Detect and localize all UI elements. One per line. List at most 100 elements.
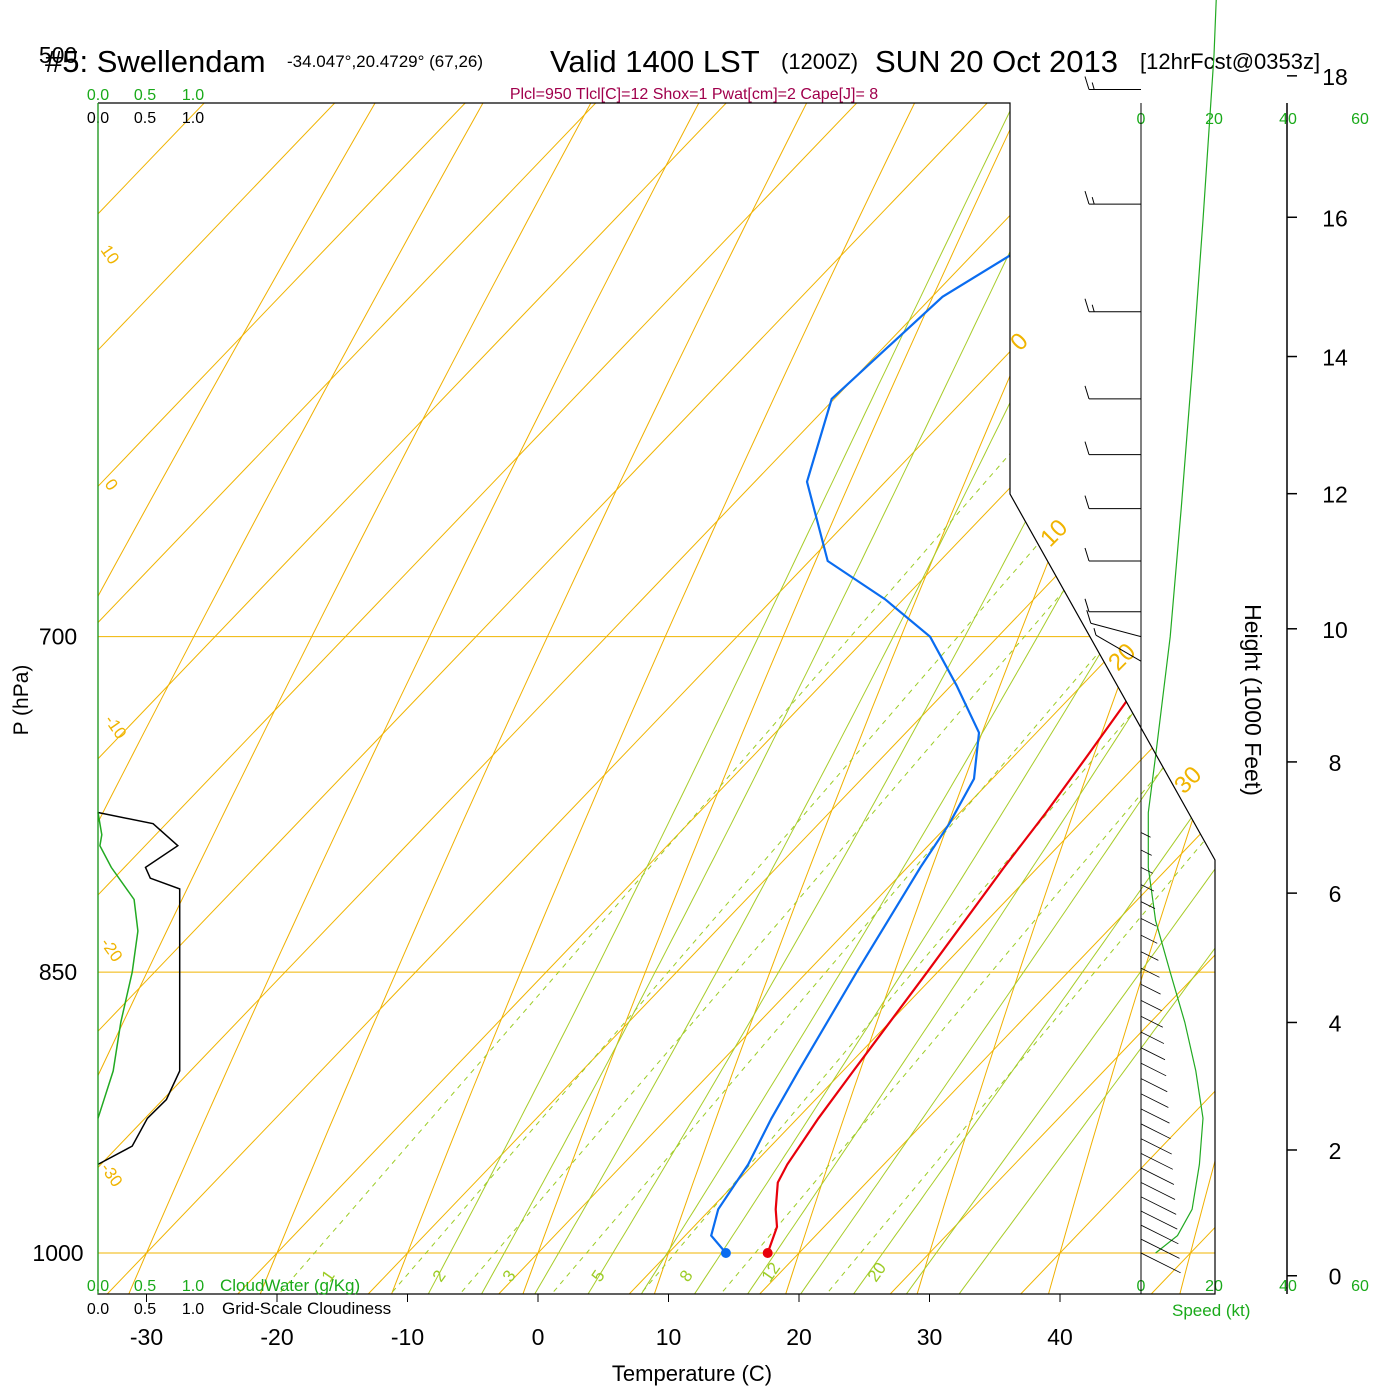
isotherm--80 — [98, 103, 597, 1294]
title-forecast: [12hrFcst@0353z] — [1140, 49, 1320, 74]
wind-barb-low — [1140, 918, 1157, 927]
dry-adiabat-label-30: 30 — [1169, 761, 1207, 799]
wind-barb-low — [1140, 832, 1151, 838]
wind-barb-low — [1140, 1093, 1169, 1108]
cloud-top-black-2: 1.0 — [182, 110, 204, 127]
dry-adiabat--30 — [102, 103, 1215, 1294]
title-zulu: (1200Z) — [781, 49, 858, 74]
mixing-ratio-label-12: 12 — [758, 1259, 784, 1285]
moist-adiabat-36 — [926, 103, 1215, 1294]
wind-barb — [1084, 441, 1141, 456]
temperature-tick--10: -10 — [391, 1324, 424, 1350]
title-station: #5: Swellendam — [45, 44, 266, 79]
cloud_water-line — [97, 812, 139, 1119]
wind-barb-low — [1140, 1062, 1167, 1077]
surface-temperature-dot — [762, 1248, 773, 1258]
temperature-axis-label: Temperature (C) — [612, 1361, 772, 1386]
sounding-profiles — [709, 103, 1215, 1258]
isotherm--30 — [106, 103, 1215, 1294]
surface-dewpoint-dot — [720, 1248, 731, 1258]
height-tick-4: 4 — [1329, 1010, 1342, 1036]
height-tick-18: 18 — [1322, 64, 1348, 90]
title-date: SUN 20 Oct 2013 — [875, 44, 1118, 79]
isotherm-20 — [759, 103, 1215, 1294]
moist-adiabat-20 — [717, 103, 1215, 1294]
cloud-top-black-1: 0.5 — [134, 110, 156, 127]
wind-barb-low — [1140, 1238, 1180, 1259]
wind-barb — [1093, 628, 1142, 662]
isotherm--100 — [98, 103, 336, 1294]
moist-adiabat-0 — [456, 103, 1215, 1294]
mixing-ratio-label-8: 8 — [676, 1267, 697, 1286]
dry-adiabat--50 — [98, 103, 1215, 1294]
moist-adiabat-4 — [508, 103, 1215, 1294]
isotherm-label--20: -20 — [97, 934, 127, 965]
moist-adiabat-32 — [874, 103, 1215, 1294]
wind-barb-low — [1140, 934, 1158, 944]
temperature-tick--20: -20 — [260, 1324, 293, 1350]
cloud-top-green-0: 0.0 — [87, 87, 109, 104]
mixing-ratio-1 — [240, 103, 1215, 1294]
mixing-ratio-label-2: 2 — [429, 1267, 450, 1286]
wind-barb-low — [1140, 901, 1156, 909]
wind-barb-flag — [1084, 495, 1090, 509]
height-tick-2: 2 — [1329, 1138, 1342, 1164]
wind-barb-low — [1140, 1108, 1170, 1124]
speed-top-60: 60 — [1351, 111, 1369, 128]
temperature-tick--30: -30 — [130, 1324, 163, 1350]
cloud-bottom-black-0: 0.0 — [87, 1301, 109, 1318]
wind-speed-line — [1147, 0, 1217, 1254]
wind-barb-low — [1140, 983, 1161, 995]
height-tick-8: 8 — [1329, 750, 1342, 776]
isotherm--20 — [237, 103, 1215, 1294]
cloudiness-label: Grid-Scale Cloudiness — [222, 1299, 391, 1318]
mixing-ratio-label-3: 3 — [499, 1267, 520, 1286]
cloud-water-label: CloudWater (g/Kg) — [220, 1276, 360, 1295]
wind-barb-low — [1140, 1015, 1163, 1028]
moist-adiabat--4 — [404, 103, 1215, 1294]
wind-barb-low — [1140, 867, 1153, 874]
wind-barb-flag — [1084, 385, 1090, 400]
temperature-tick-10: 10 — [656, 1324, 682, 1350]
isotherm-0 — [498, 103, 1215, 1294]
title-coords: -34.047°,20.4729° (67,26) — [287, 52, 483, 71]
height-tick-0: 0 — [1329, 1264, 1342, 1290]
temperature-tick-30: 30 — [917, 1324, 943, 1350]
wind-barb-half-flag — [1093, 628, 1097, 636]
isotherm--60 — [98, 103, 858, 1294]
height-tick-10: 10 — [1322, 617, 1348, 643]
wind-barb-low — [1140, 1167, 1175, 1185]
isotherm-40 — [1020, 103, 1215, 1294]
isotherm-label-0: 0 — [101, 475, 122, 494]
isotherm-30 — [889, 103, 1215, 1294]
isotherm--70 — [98, 103, 727, 1294]
plot-frame — [97, 102, 1216, 1295]
wind-barb-low — [1140, 1123, 1171, 1140]
isotherm--90 — [98, 103, 466, 1294]
wind-barb-shaft — [1095, 634, 1142, 662]
wind-barb-low — [1140, 1252, 1181, 1274]
isotherm-label--10: -10 — [101, 711, 131, 742]
speed-bottom-20: 20 — [1205, 1278, 1223, 1295]
cloud-bottom-black-2: 1.0 — [182, 1301, 204, 1318]
wind-barb — [1084, 495, 1141, 510]
moist-adiabat-28 — [822, 103, 1215, 1294]
wind-barb-half-flag — [1091, 82, 1095, 90]
temperature-tick-20: 20 — [786, 1324, 812, 1350]
wind-barb-low — [1140, 1210, 1178, 1230]
dry-adiabat-label-10: 10 — [1035, 514, 1073, 552]
wind-barb-low — [1140, 1182, 1176, 1200]
dry-adiabat-60 — [1298, 0, 1400, 1354]
wind-barb-low — [1140, 1078, 1168, 1093]
wind-barb-low — [1140, 967, 1160, 978]
temperature-tick-40: 40 — [1047, 1324, 1073, 1350]
isotherm-50 — [1150, 103, 1215, 1294]
mixing-ratio-8 — [603, 103, 1215, 1294]
wind-barb-flag — [1084, 191, 1090, 205]
wind-barb-low — [1140, 1153, 1173, 1170]
temperature-line — [766, 103, 1215, 1254]
dewpoint-line — [709, 103, 1215, 1254]
pressure-axis-label: P (hPa) — [10, 665, 33, 736]
height-tick-14: 14 — [1322, 345, 1348, 371]
cloudiness-line — [97, 811, 181, 1166]
